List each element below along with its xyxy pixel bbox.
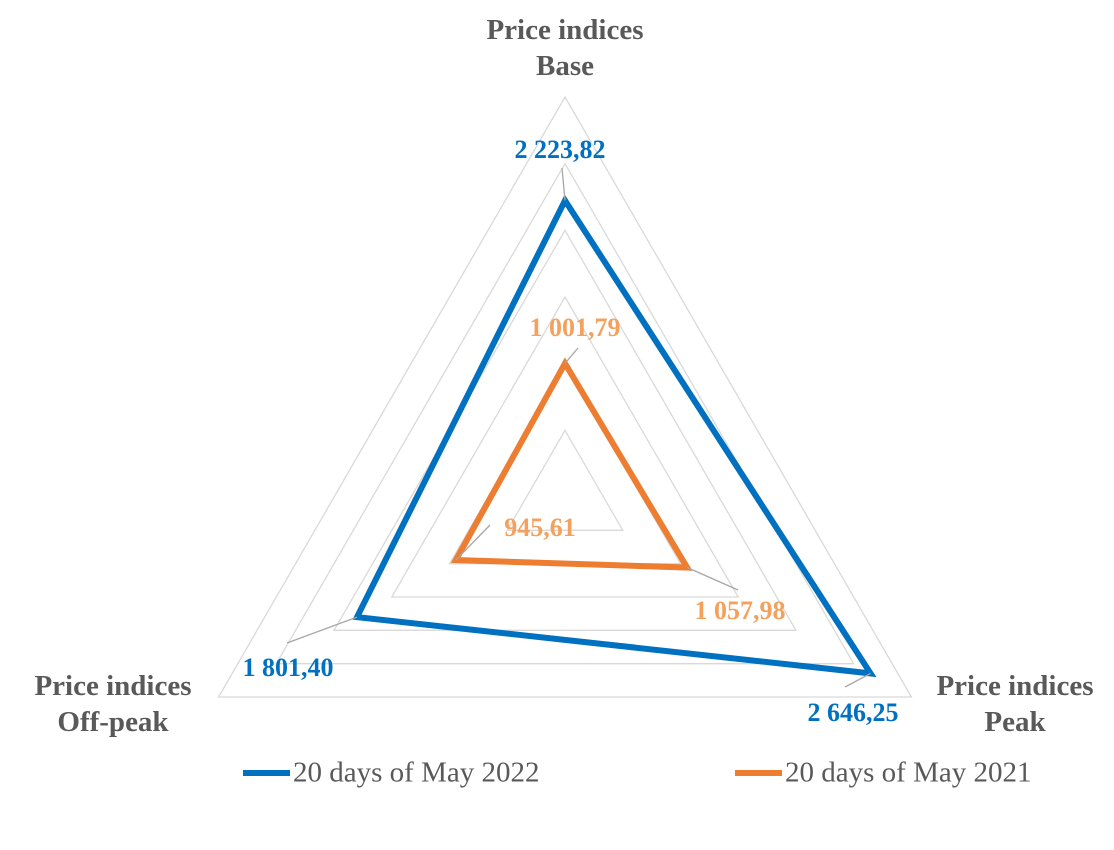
data-label: 2 223,82 (515, 135, 606, 164)
grid-ring (506, 429, 624, 531)
leader-line (455, 524, 491, 561)
data-label: 1 801,40 (243, 653, 334, 682)
series-line (450, 357, 693, 571)
grid-ring (390, 295, 740, 598)
data-label: 2 646,25 (808, 698, 899, 727)
data-label: 1 001,79 (530, 313, 621, 342)
category-label: Price indices Base (486, 14, 644, 82)
category-label: Price indices Off-peak (34, 670, 192, 738)
category-label: Price indices Peak (936, 670, 1094, 738)
grid-ring (275, 162, 855, 665)
leader-line (686, 566, 739, 591)
data-label: 1 057,98 (695, 596, 786, 625)
leader-line (564, 347, 579, 364)
series-line (352, 194, 877, 678)
leader-line (844, 672, 871, 688)
leader-line (286, 616, 358, 644)
grid-ring (217, 95, 913, 698)
legend-label: 20 days of May 2022 (293, 757, 539, 789)
leader-line (561, 167, 566, 201)
data-label: 945,61 (504, 513, 576, 542)
legend-label: 20 days of May 2021 (785, 757, 1031, 789)
